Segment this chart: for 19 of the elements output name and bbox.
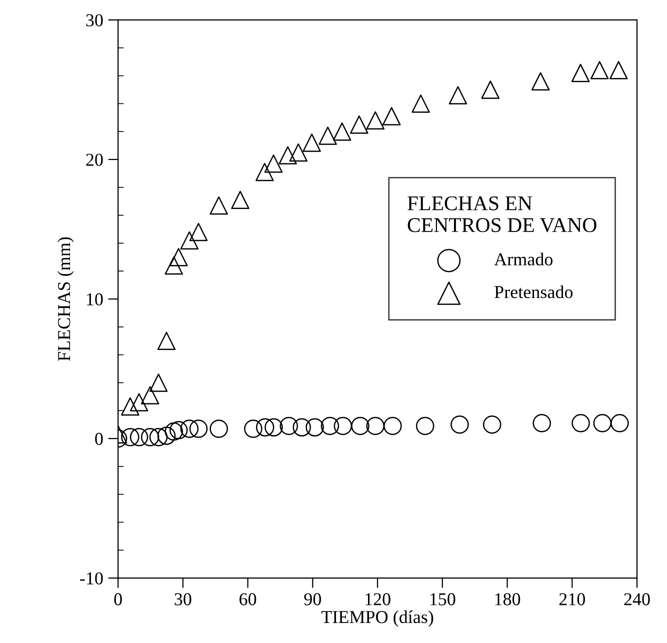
x-tick-label: 150: [430, 593, 456, 606]
x-tick-label: 120: [366, 593, 390, 606]
legend-label: Armado: [494, 252, 553, 266]
x-tick-label: 0: [114, 593, 122, 606]
legend-title: FLECHAS EN CENTROS DE VANO: [408, 196, 596, 232]
x-tick-label: 180: [495, 593, 520, 606]
y-tick-label: 0: [95, 432, 103, 445]
y-tick-label: 10: [87, 293, 103, 306]
x-tick-label: 210: [559, 593, 585, 606]
x-tick-label: 90: [304, 593, 321, 606]
y-tick-label: -10: [80, 572, 103, 584]
y-axis-title: FLECHAS (mm): [57, 237, 74, 361]
x-tick-label: 60: [240, 593, 256, 606]
legend-label: Pretensado: [494, 285, 573, 298]
x-axis-title: TIEMPO (días): [321, 610, 434, 627]
y-tick-label: 20: [86, 154, 103, 166]
x-tick-label: 30: [174, 593, 192, 606]
y-tick-label: 30: [86, 14, 103, 26]
x-tick-label: 240: [624, 593, 650, 606]
